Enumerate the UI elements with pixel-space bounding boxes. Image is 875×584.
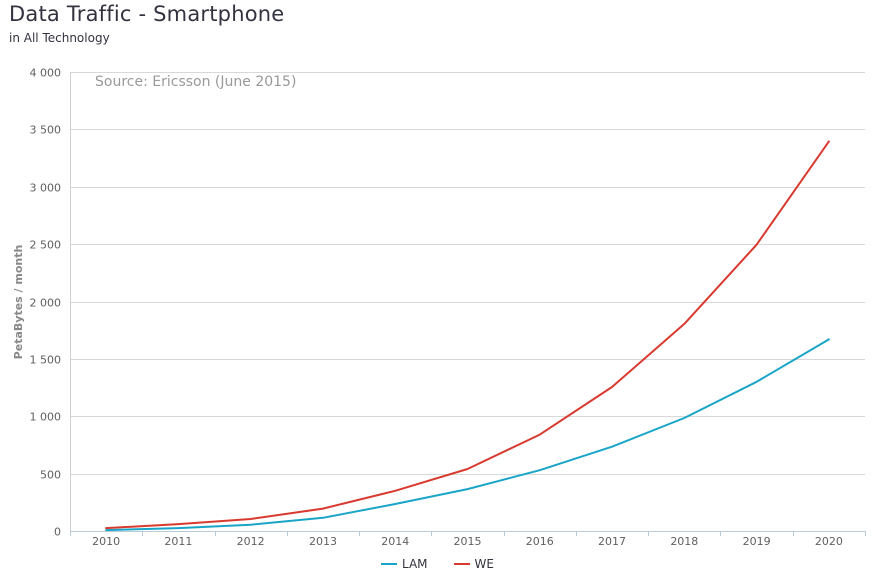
- y-tick-label: 3 000: [30, 182, 62, 195]
- gridlines: [70, 72, 865, 531]
- x-tick-label: 2015: [454, 535, 482, 548]
- legend-label: LAM: [402, 557, 428, 571]
- y-axis-ticks: 0 500 1 000 1 500 2 000 2 500 3 000 3 500 4 000: [30, 67, 62, 539]
- x-tick-label: 2017: [598, 535, 626, 548]
- x-tick-label: 2010: [92, 535, 120, 548]
- legend-swatch: [453, 563, 470, 565]
- y-tick-label: 1 000: [30, 411, 62, 424]
- legend: LAM WE: [0, 557, 875, 571]
- x-tick-label: 2016: [526, 535, 554, 548]
- chart-subtitle: in All Technology: [9, 31, 110, 45]
- chart-title: Data Traffic - Smartphone: [9, 2, 285, 26]
- legend-item-lam[interactable]: LAM: [381, 557, 428, 571]
- y-tick-label: 500: [40, 469, 61, 482]
- x-tick-label: 2011: [164, 535, 192, 548]
- legend-item-we[interactable]: WE: [453, 557, 494, 571]
- x-tick-label: 2018: [670, 535, 698, 548]
- y-axis-title: PetaBytes / month: [12, 245, 25, 360]
- x-tick-label: 2019: [743, 535, 771, 548]
- series-line-lam: [105, 338, 830, 532]
- y-tick-label: 2 500: [30, 239, 62, 252]
- x-tick-label: 2020: [815, 535, 843, 548]
- y-tick-label: 1 500: [30, 354, 62, 367]
- series-line-we: [105, 140, 830, 530]
- legend-label: WE: [474, 557, 494, 571]
- y-tick-label: 3 500: [30, 124, 62, 137]
- legend-swatch: [381, 563, 397, 565]
- y-tick-label: 0: [54, 526, 61, 539]
- x-axis: 2010 2011 2012 2013 2014 2015 2016 2017 2018 2019…: [70, 531, 866, 548]
- series-lines: [105, 140, 830, 532]
- x-tick-label: 2013: [309, 535, 337, 548]
- y-tick-label: 4 000: [30, 67, 62, 80]
- x-tick-label: 2014: [381, 535, 409, 548]
- source-annotation: Source: Ericsson (June 2015): [95, 74, 296, 90]
- y-tick-label: 2 000: [30, 297, 62, 310]
- x-tick-label: 2012: [237, 535, 265, 548]
